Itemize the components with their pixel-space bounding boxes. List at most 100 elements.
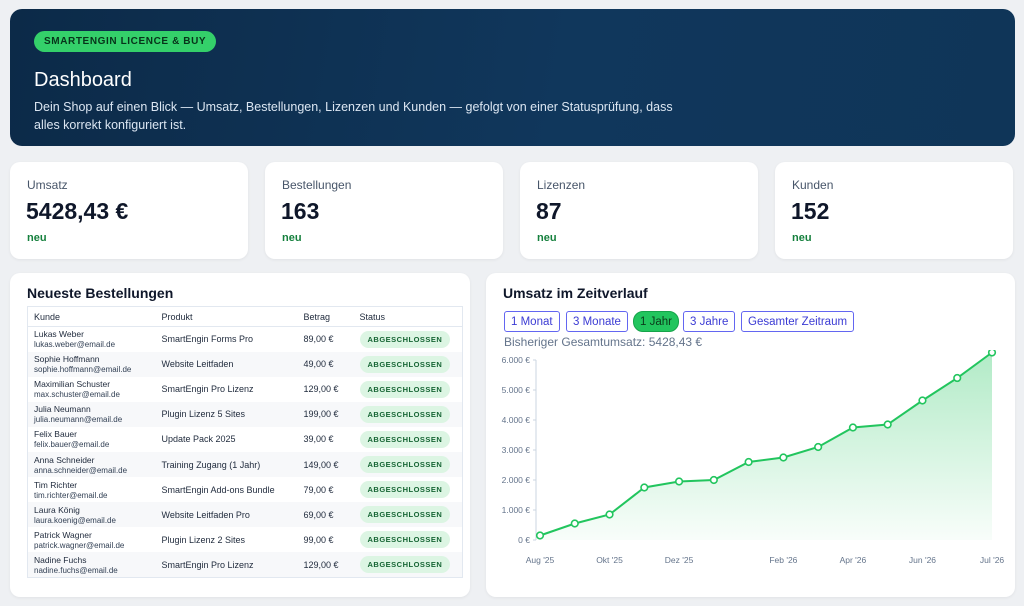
stat-card-licenses: Lizenzen 87 neu (520, 162, 758, 259)
stat-card-orders: Bestellungen 163 neu (265, 162, 503, 259)
hero-banner: SMARTENGIN LICENCE & BUY Dashboard Dein … (10, 9, 1015, 146)
customer-email: julia.neumann@email.de (34, 415, 123, 425)
data-point (779, 453, 788, 462)
y-tick-label: 4.000 € (502, 415, 531, 425)
orders-table: Kunde Produkt Betrag Status Lukas Weber l… (27, 306, 463, 578)
product-cell: Website Leitfaden Pro (155, 502, 298, 528)
total-revenue-text: Bisheriger Gesamtumsatz: 5428,43 € (504, 335, 703, 349)
stat-sub: neu (27, 232, 47, 244)
data-point (918, 396, 927, 405)
customer-name: Anna Schneider (34, 454, 95, 465)
data-point (814, 442, 823, 452)
table-header-row: Kunde Produkt Betrag Status (27, 306, 463, 327)
amount-cell: 99,00 € (303, 534, 334, 545)
data-point (744, 457, 753, 467)
customer-email: laura.koenig@email.de (34, 515, 116, 525)
range-button-3-months[interactable]: 3 Monate (566, 311, 628, 332)
stat-label: Umsatz (27, 178, 68, 192)
product-cell: Training Zugang (1 Jahr) (155, 451, 298, 478)
table-row[interactable]: Tim Richter tim.richter@email.de SmartEng… (28, 477, 463, 502)
table-row[interactable]: Nadine Fuchs nadine.fuchs@email.de SmartE… (27, 552, 463, 578)
amount-cell: 129,00 € (297, 552, 354, 578)
customer-email: nadine.fuchs@email.de (34, 565, 118, 575)
table-row[interactable]: Patrick Wagner patrick.wagner@email.de Pl… (28, 527, 463, 552)
column-header-amount[interactable]: Betrag (297, 306, 354, 327)
x-tick-label: Feb '26 (769, 555, 797, 565)
data-point (570, 519, 579, 528)
status-badge: ABGESCHLOSSEN (359, 330, 451, 348)
data-point (674, 477, 684, 486)
product-cell: Plugin Lizenz 2 Sites (161, 534, 246, 545)
table-row[interactable]: Julia Neumann julia.neumann@email.de Plug… (27, 401, 463, 427)
product-cell: SmartEngin Add-ons Bundle (161, 484, 275, 495)
revenue-chart-title: Umsatz im Zeitverlauf (503, 285, 648, 301)
status-badge: ABGESCHLOSSEN (359, 405, 451, 423)
status-badge: ABGESCHLOSSEN (359, 355, 451, 373)
amount-cell: 39,00 € (303, 434, 334, 445)
range-button-all-time[interactable]: Gesamter Zeitraum (741, 311, 855, 332)
customer-name: Maximilian Schuster (34, 379, 111, 390)
x-tick-label: Aug '25 (526, 555, 555, 565)
y-tick-label: 5.000 € (502, 385, 531, 395)
brand-badge: SMARTENGIN LICENCE & BUY (34, 31, 217, 52)
customer-email: lukas.weber@email.de (34, 340, 116, 350)
customer-email: sophie.hoffmann@email.de (34, 365, 132, 375)
x-tick-label: Jun '26 (909, 555, 936, 565)
customer-name: Nadine Fuchs (34, 554, 87, 565)
table-row[interactable]: Lukas Weber lukas.weber@email.de SmartEng… (28, 327, 463, 352)
stat-sub: neu (792, 232, 812, 244)
customer-email: anna.schneider@email.de (34, 465, 128, 475)
recent-orders-panel: Neueste Bestellungen Kunde Produkt Betra… (10, 273, 470, 597)
amount-cell: 129,00 € (303, 384, 339, 395)
customer-name: Julia Neumann (34, 404, 91, 415)
x-tick-label: Apr '26 (840, 555, 867, 565)
product-cell: Update Pack 2025 (161, 434, 236, 445)
status-badge: ABGESCHLOSSEN (359, 556, 451, 574)
data-point (987, 350, 997, 357)
range-button-1-year[interactable]: 1 Jahr (633, 311, 679, 332)
x-tick-label: Dez '25 (665, 555, 694, 565)
amount-cell: 199,00 € (297, 401, 354, 427)
column-header-status[interactable]: Status (353, 306, 463, 327)
column-header-product[interactable]: Produkt (155, 306, 298, 327)
customer-name: Laura König (34, 504, 80, 515)
customer-name: Sophie Hoffmann (34, 354, 100, 365)
recent-orders-title: Neueste Bestellungen (27, 285, 174, 301)
status-badge: ABGESCHLOSSEN (359, 380, 451, 398)
range-button-3-years[interactable]: 3 Jahre (683, 311, 736, 332)
customer-name: Felix Bauer (34, 429, 77, 440)
data-point (640, 483, 649, 492)
range-button-1-month[interactable]: 1 Monat (504, 311, 560, 332)
column-header-customer[interactable]: Kunde (27, 306, 156, 327)
table-row[interactable]: Maximilian Schuster max.schuster@email.de… (28, 377, 463, 402)
y-tick-label: 6.000 € (502, 355, 531, 365)
data-point (535, 531, 545, 540)
table-row[interactable]: Anna Schneider anna.schneider@email.de Tr… (27, 451, 463, 478)
data-point (953, 373, 962, 383)
amount-cell: 89,00 € (303, 334, 334, 345)
product-cell: SmartEngin Pro Lizenz (155, 552, 298, 578)
table-row[interactable]: Sophie Hoffmann sophie.hoffmann@email.de … (27, 351, 463, 377)
stat-card-revenue: Umsatz 5428,43 € neu (10, 162, 248, 259)
page-description: Dein Shop auf einen Blick — Umsatz, Best… (34, 100, 673, 132)
amount-cell: 69,00 € (297, 502, 354, 528)
y-tick-label: 0 € (518, 535, 530, 545)
customer-email: felix.bauer@email.de (34, 440, 110, 450)
amount-cell: 49,00 € (297, 351, 354, 377)
status-badge: ABGESCHLOSSEN (359, 430, 451, 448)
customer-name: Lukas Weber (34, 329, 84, 340)
y-tick-label: 1.000 € (502, 505, 531, 515)
table-row[interactable]: Felix Bauer felix.bauer@email.de Update P… (28, 427, 463, 452)
data-point (605, 510, 614, 519)
stat-sub: neu (282, 232, 302, 244)
stat-value: 163 (281, 198, 320, 224)
revenue-area-fill (540, 352, 992, 540)
product-cell: Plugin Lizenz 5 Sites (155, 401, 298, 427)
revenue-area-chart: 0 € 1.000 € 2.000 € 3.000 € 4.000 € 5.000 € 6.… (502, 350, 1004, 565)
page-title: Dashboard (34, 69, 132, 91)
stat-label: Bestellungen (282, 178, 352, 192)
customer-name: Tim Richter (34, 479, 78, 490)
product-cell: SmartEngin Pro Lizenz (161, 384, 254, 395)
table-row[interactable]: Laura König laura.koenig@email.de Website… (27, 502, 463, 528)
status-badge: ABGESCHLOSSEN (359, 506, 451, 524)
